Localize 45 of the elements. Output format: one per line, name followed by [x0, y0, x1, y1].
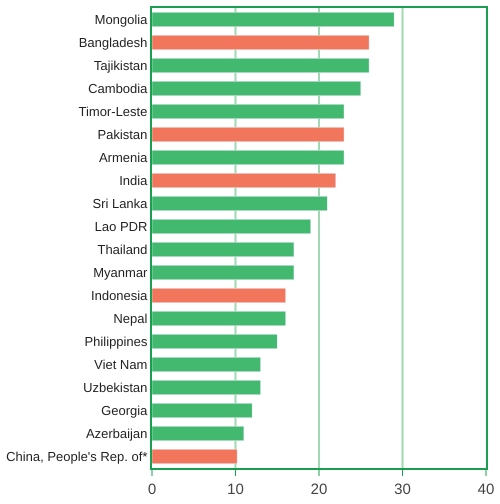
bar — [152, 150, 344, 165]
bar — [152, 403, 252, 418]
bar — [152, 81, 361, 96]
bar — [152, 311, 286, 326]
bar — [152, 127, 344, 142]
y-tick-label: Philippines — [84, 334, 148, 350]
bar — [152, 58, 370, 73]
y-tick-label: Myanmar — [93, 265, 148, 280]
bar — [152, 12, 394, 27]
y-tick-label: Uzbekistan — [83, 380, 148, 396]
bar — [152, 449, 238, 464]
y-tick-label: Azerbaijan — [86, 426, 148, 442]
y-tick-label: Georgia — [101, 403, 148, 418]
bar — [152, 334, 278, 349]
y-tick-label: Sri Lanka — [92, 196, 148, 212]
y-tick-label: Viet Nam — [94, 357, 148, 372]
x-tick-label: 20 — [310, 481, 328, 498]
y-tick-label: India — [119, 173, 148, 188]
y-tick-label: Pakistan — [98, 127, 148, 142]
x-tick-label: 40 — [478, 481, 494, 498]
x-tick-label: 10 — [227, 481, 244, 498]
y-tick-label: Nepal — [113, 311, 148, 326]
bar — [152, 288, 286, 303]
y-tick-label: Tajikistan — [94, 58, 148, 74]
x-tick-label: 0 — [148, 481, 156, 498]
bar — [152, 426, 244, 441]
bar — [152, 219, 311, 234]
bar — [152, 196, 328, 211]
bar — [152, 265, 294, 280]
y-tick-label: China, People's Rep. of* — [6, 449, 148, 464]
bar — [152, 242, 294, 257]
bar — [152, 173, 336, 188]
bar — [152, 35, 370, 50]
y-tick-label: Indonesia — [91, 288, 148, 304]
y-tick-label: Thailand — [98, 242, 148, 258]
y-tick-label: Mongolia — [94, 12, 148, 28]
bar — [152, 357, 261, 372]
y-tick-label: Armenia — [98, 150, 148, 166]
y-tick-label: Timor-Leste — [78, 104, 148, 120]
y-tick-label: Lao PDR — [94, 219, 148, 234]
y-tick-label: Cambodia — [88, 81, 148, 96]
y-tick-label: Bangladesh — [78, 35, 148, 50]
x-tick-label: 30 — [394, 481, 411, 498]
bar — [152, 104, 344, 119]
bar — [152, 380, 261, 395]
